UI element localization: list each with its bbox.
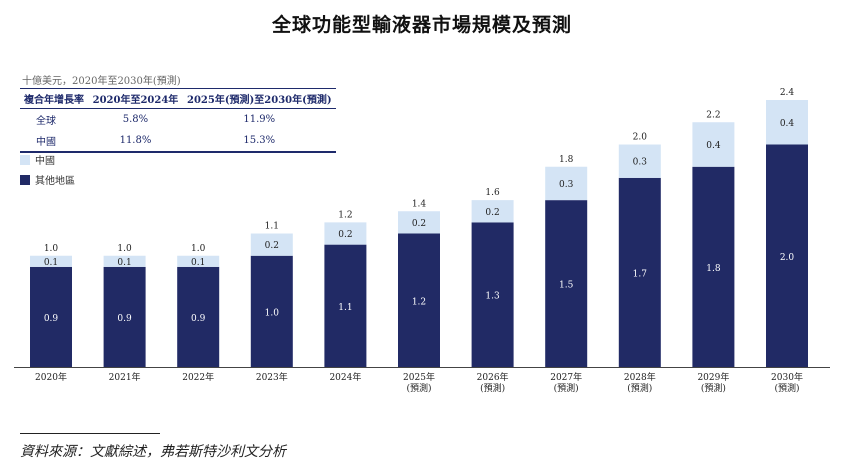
source-note: 資料來源：文獻綜述，弗若斯特沙利文分析 [20,444,286,460]
data-label-china: 0.3 [633,158,648,168]
x-tick-label: 2030年 [771,371,803,383]
bar-other-region [618,177,661,367]
data-label-other-region: 1.5 [559,281,574,291]
x-tick-label: 2029年 [697,371,729,383]
data-label-total: 1.6 [485,188,500,198]
data-label-china: 0.1 [117,258,131,268]
data-label-total: 1.8 [559,155,574,165]
x-tick-label: 2027年 [550,371,582,383]
bar-other-region [103,266,146,367]
data-label-other-region: 1.7 [633,269,648,279]
data-label-other-region: 1.3 [485,292,500,302]
cagr-table: 複合年增長率 2020年至2024年 2025年(預測)至2030年(預測) 全… [20,89,336,153]
x-tick-sublabel: (預測) [554,382,579,394]
data-label-china: 0.2 [265,241,279,251]
data-label-other-region: 0.9 [44,314,59,324]
bar-other-region [471,222,514,367]
x-tick-label: 2022年 [182,371,214,383]
legend-swatch-china [20,154,30,165]
unit-note: 十億美元，2020年至2030年(預測) [22,76,181,87]
bar-china [324,222,367,245]
data-label-other-region: 1.2 [412,297,426,307]
bar-china [30,255,72,267]
cagr-table-top-rule [20,88,336,89]
bar-other-region [545,200,588,367]
data-label-total: 1.2 [338,210,352,220]
data-label-china: 0.3 [559,180,574,190]
cagr-row-global: 全球 5.8% 11.9% [20,109,336,131]
bar-other-region [766,144,808,367]
x-tick-sublabel: (預測) [480,382,505,394]
bar-china [692,122,735,167]
data-label-other-region: 0.9 [117,314,132,324]
bar-other-region [30,266,72,367]
x-tick-label: 2028年 [624,371,656,383]
data-label-china: 0.2 [338,230,352,240]
bar-china [545,166,588,201]
x-tick-label: 2020年 [35,371,67,383]
x-tick-label: 2026年 [477,371,509,383]
source-rule [20,433,160,434]
data-label-china: 0.2 [485,208,499,218]
cagr-header-row: 複合年增長率 2020年至2024年 2025年(預測)至2030年(預測) [20,89,336,109]
x-tick-label: 2021年 [109,371,141,383]
data-label-total: 1.0 [191,244,206,254]
cagr-value: 5.8% [122,114,149,125]
data-label-china: 0.2 [412,219,426,229]
bar-china [177,255,220,267]
data-label-total: 1.1 [265,222,279,232]
data-label-total: 1.0 [117,244,132,254]
cagr-region: 全球 [36,116,56,127]
cagr-header-label: 複合年增長率 [20,89,89,109]
data-label-other-region: 1.0 [265,308,280,318]
cagr-region: 中國 [20,130,89,153]
data-label-china: 0.1 [191,258,205,268]
bar-china [618,144,661,178]
legend-item-other: 其他地區 [20,172,75,187]
cagr-value: 11.9% [243,114,276,125]
legend-label-other: 其他地區 [35,176,75,187]
bar-other-region [324,244,367,367]
bar-other-region [398,233,440,367]
bar-china [398,211,440,234]
data-label-total: 1.0 [44,244,59,254]
bar-other-region [692,166,735,367]
legend-label-china: 中國 [35,156,55,167]
x-tick-sublabel: (預測) [406,382,431,394]
data-label-total: 2.2 [706,110,720,120]
x-tick-label: 2023年 [256,371,288,383]
data-label-total: 1.4 [412,199,427,209]
bar-other-region [250,255,293,367]
legend: 中國 其他地區 [20,152,75,192]
x-tick-sublabel: (預測) [774,382,799,394]
data-label-china: 0.1 [44,258,58,268]
data-label-other-region: 1.8 [706,264,721,274]
legend-item-china: 中國 [20,152,75,167]
data-label-other-region: 1.1 [338,303,352,313]
cagr-header-period-1: 2020年至2024年 [88,89,183,109]
bar-china [471,200,514,223]
cagr-header-period-2: 2025年(預測)至2030年(預測) [182,89,336,109]
bar-china [250,233,293,256]
chart-title: 全球功能型輸液器市場規模及預測 [271,14,572,36]
bar-other-region [177,266,220,367]
bar-china [103,255,146,267]
cagr-row-china: 中國 11.8% 15.3% [20,130,336,153]
x-tick-sublabel: (預測) [701,382,726,394]
data-label-other-region: 2.0 [780,253,795,263]
cagr-value: 15.3% [182,130,336,153]
bar-china [766,100,808,145]
data-label-total: 2.0 [633,133,648,143]
x-tick-label: 2024年 [329,371,361,383]
data-label-china: 0.4 [706,141,721,151]
legend-swatch-other [20,174,30,185]
data-label-total: 2.4 [780,88,795,98]
cagr-value: 11.8% [88,130,183,153]
x-tick-label: 2025年 [403,371,435,383]
data-label-china: 0.4 [780,119,795,129]
x-tick-sublabel: (預測) [627,382,652,394]
data-label-other-region: 0.9 [191,314,206,324]
